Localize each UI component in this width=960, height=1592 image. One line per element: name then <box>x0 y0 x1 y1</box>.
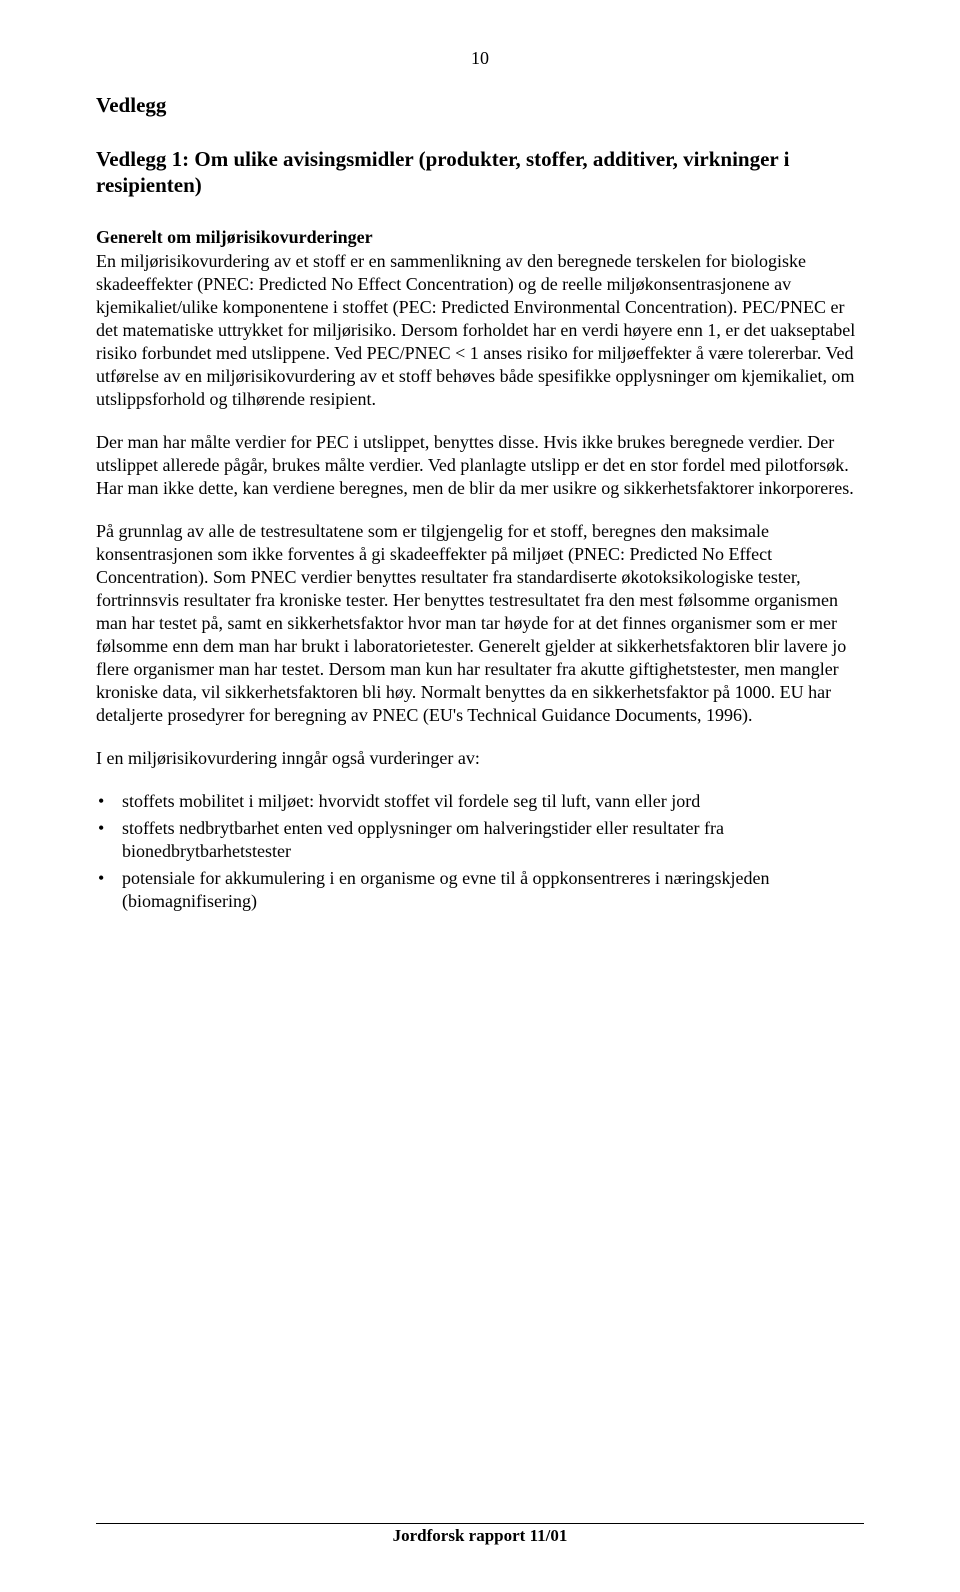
paragraph-1: En miljørisikovurdering av et stoff er e… <box>96 250 864 411</box>
paragraph-4: I en miljørisikovurdering inngår også vu… <box>96 747 864 770</box>
section-title: Vedlegg <box>96 93 864 118</box>
list-item: stoffets nedbrytbarhet enten ved opplysn… <box>96 817 864 863</box>
bullet-list: stoffets mobilitet i miljøet: hvorvidt s… <box>96 790 864 913</box>
list-item: stoffets mobilitet i miljøet: hvorvidt s… <box>96 790 864 813</box>
paragraph-3: På grunnlag av alle de testresultatene s… <box>96 520 864 727</box>
page-number: 10 <box>96 48 864 69</box>
paragraph-2: Der man har målte verdier for PEC i utsl… <box>96 431 864 500</box>
list-item: potensiale for akkumulering i en organis… <box>96 867 864 913</box>
sub-heading: Generelt om miljørisikovurderinger <box>96 227 864 248</box>
footer: Jordforsk rapport 11/01 <box>96 1523 864 1546</box>
subsection-title: Vedlegg 1: Om ulike avisingsmidler (prod… <box>96 146 864 199</box>
